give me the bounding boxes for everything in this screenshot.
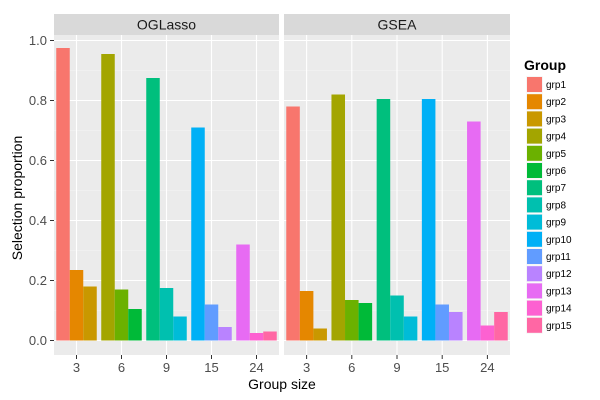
facet-strip — [54, 14, 279, 35]
legend-key-grp14 — [527, 300, 542, 316]
bar-gsea-grp2 — [299, 291, 314, 341]
bar-gsea-grp8 — [390, 295, 404, 341]
legend-key-grp7 — [527, 180, 542, 196]
x-tick-label: 9 — [163, 360, 170, 375]
bar-gsea-grp7 — [376, 99, 391, 341]
bar-oglasso-grp1 — [56, 48, 70, 341]
x-tick-label: 6 — [348, 360, 355, 375]
bar-oglasso-grp13 — [236, 244, 250, 341]
legend-label-grp11: grp11 — [546, 252, 571, 263]
bar-gsea-grp4 — [331, 94, 346, 341]
legend-key-grp12 — [527, 266, 542, 282]
y-tick-label: 0.0 — [29, 333, 47, 348]
legend-label-grp10: grp10 — [546, 235, 572, 246]
legend-label-grp8: grp8 — [546, 200, 566, 211]
bar-oglasso-grp12 — [218, 327, 232, 341]
y-tick-label: 0.2 — [29, 273, 47, 288]
legend-key-grp8 — [527, 197, 542, 213]
bar-gsea-grp5 — [345, 300, 359, 341]
legend-key-grp9 — [527, 214, 542, 230]
bar-oglasso-grp6 — [128, 309, 142, 341]
legend-label-grp1: grp1 — [546, 80, 566, 91]
bar-gsea-grp11 — [435, 304, 449, 341]
bar-gsea-grp12 — [448, 312, 463, 341]
facet-panel-oglasso: OGLasso 3 6 9 15 24 — [54, 14, 279, 375]
legend-label-grp12: grp12 — [546, 269, 572, 280]
bar-oglasso-grp4 — [101, 54, 115, 341]
legend-label-grp14: grp14 — [546, 304, 572, 315]
x-tick-label: 15 — [435, 360, 449, 375]
facet-panel-gsea: GSEA 3 6 9 15 24 — [284, 14, 510, 375]
legend-key-grp3 — [527, 111, 542, 127]
facet-title: GSEA — [378, 17, 418, 33]
bar-gsea-grp13 — [467, 121, 481, 341]
legend-key-grp13 — [527, 283, 542, 299]
bar-oglasso-grp10 — [191, 127, 205, 341]
bar-gsea-grp15 — [494, 312, 508, 341]
facet-panels: OGLasso 3 6 9 15 24 GSEA 3 6 9 15 24 — [54, 14, 510, 375]
bar-oglasso-grp14 — [249, 333, 264, 341]
legend-label-grp13: grp13 — [546, 286, 572, 297]
y-tick-label: 0.8 — [29, 93, 47, 108]
x-tick-label: 15 — [204, 360, 218, 375]
facet-title: OGLasso — [137, 17, 196, 33]
legend-key-grp2 — [527, 94, 542, 110]
legend-key-grp5 — [527, 145, 542, 161]
bar-oglasso-grp7 — [146, 78, 160, 341]
x-tick-label: 24 — [480, 360, 494, 375]
legend-label-grp15: grp15 — [546, 321, 572, 332]
legend-label-grp6: grp6 — [546, 166, 566, 177]
bar-gsea-grp14 — [480, 325, 495, 341]
x-tick-label: 3 — [303, 360, 310, 375]
x-tick-label: 24 — [249, 360, 263, 375]
legend-key-grp11 — [527, 249, 542, 264]
y-tick-label: 1.0 — [29, 33, 47, 48]
bar-oglasso-grp8 — [159, 288, 174, 341]
bar-oglasso-grp5 — [114, 289, 129, 341]
x-tick-label: 3 — [73, 360, 80, 375]
legend-key-grp10 — [527, 231, 542, 247]
legend-label-grp3: grp3 — [546, 114, 566, 125]
bar-oglasso-grp2 — [69, 270, 84, 341]
y-axis-title: Selection proportion — [9, 136, 25, 261]
x-axis-title: Group size — [248, 376, 316, 392]
legend: Group grp1 grp2 grp3 grp4 grp5 grp6 grp7 grp8 gr… — [524, 57, 572, 335]
bar-oglasso-grp3 — [83, 286, 97, 341]
x-tick-label: 6 — [118, 360, 125, 375]
bar-oglasso-grp15 — [263, 331, 277, 341]
facet-strip — [284, 14, 510, 35]
y-axis: 0.0 0.2 0.4 0.6 0.8 1.0 — [29, 33, 54, 348]
bar-gsea-grp1 — [286, 106, 300, 341]
bar-oglasso-grp11 — [204, 304, 219, 341]
legend-label-grp9: grp9 — [546, 218, 566, 229]
legend-key-grp1 — [527, 77, 542, 92]
y-tick-label: 0.4 — [29, 213, 47, 228]
legend-title: Group — [524, 57, 566, 73]
bar-gsea-grp9 — [403, 316, 418, 341]
y-tick-label: 0.6 — [29, 153, 47, 168]
legend-key-grp4 — [527, 128, 542, 144]
x-tick-label: 9 — [393, 360, 400, 375]
legend-label-grp2: grp2 — [546, 97, 566, 108]
bar-gsea-grp6 — [358, 303, 373, 341]
legend-label-grp5: grp5 — [546, 149, 566, 160]
bar-gsea-grp3 — [313, 328, 327, 341]
bar-oglasso-grp9 — [173, 316, 187, 341]
legend-key-grp15 — [527, 317, 542, 333]
bar-gsea-grp10 — [421, 99, 436, 341]
legend-label-grp7: grp7 — [546, 183, 566, 194]
legend-key-grp6 — [527, 163, 542, 178]
legend-label-grp4: grp4 — [546, 132, 566, 143]
